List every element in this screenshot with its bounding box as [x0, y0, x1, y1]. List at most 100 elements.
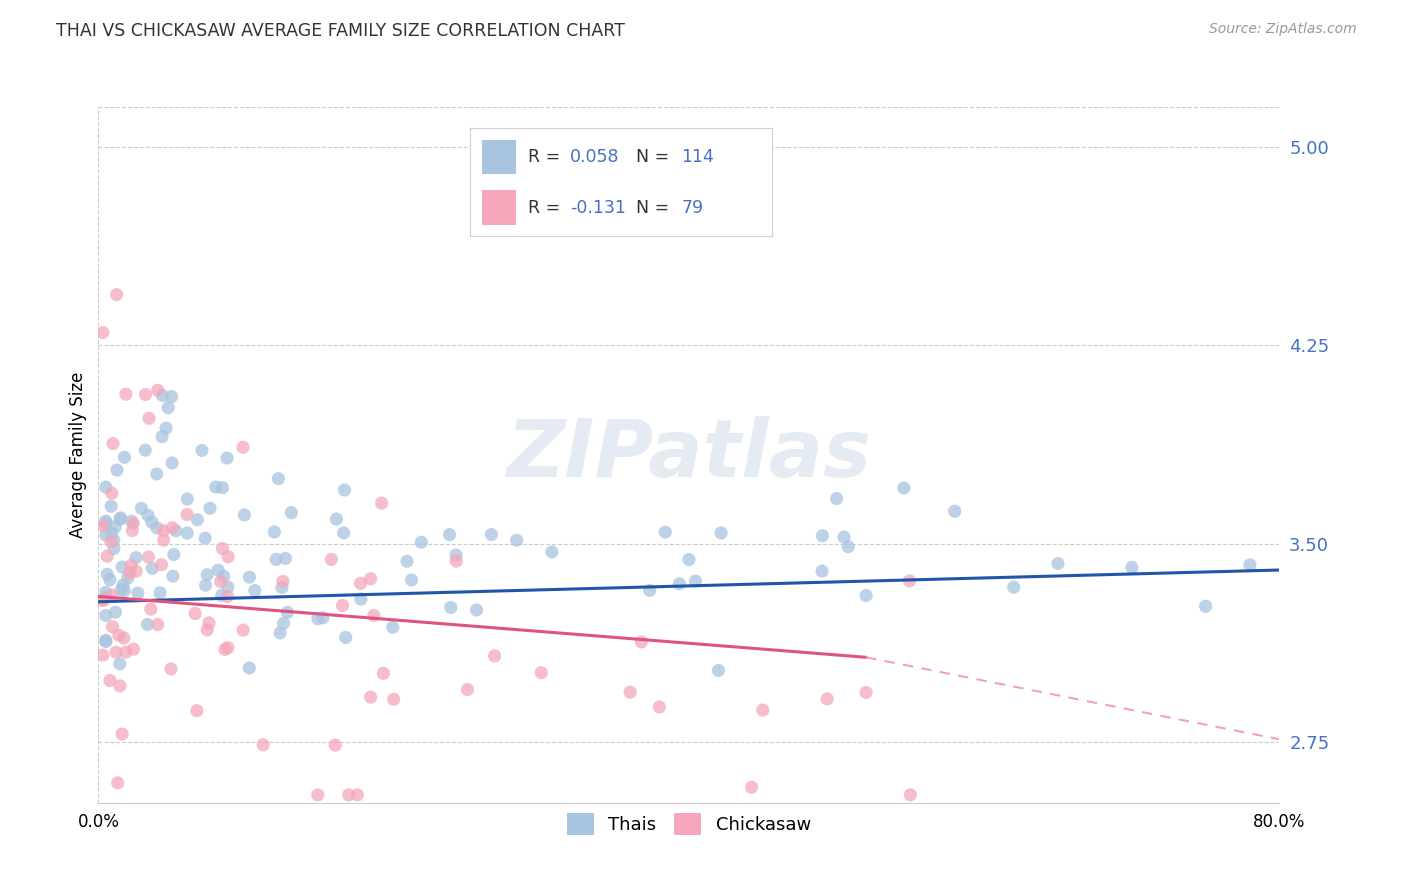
Point — [484, 648, 506, 663]
Point — [217, 580, 239, 594]
Point — [122, 642, 145, 657]
Point — [211, 541, 233, 556]
Point — [150, 558, 173, 572]
Point — [94, 634, 117, 648]
Point — [263, 524, 285, 539]
Point — [638, 583, 661, 598]
Point — [217, 549, 239, 564]
Point — [141, 515, 163, 529]
Y-axis label: Average Family Size: Average Family Size — [69, 372, 87, 538]
Point — [832, 530, 855, 544]
Point — [195, 623, 218, 637]
Point — [186, 704, 208, 718]
Point — [103, 533, 125, 548]
Point — [943, 504, 966, 518]
Point — [100, 534, 122, 549]
Point — [1195, 599, 1218, 614]
Point — [94, 608, 117, 623]
Point — [101, 620, 124, 634]
Point — [101, 588, 124, 602]
Point — [232, 440, 254, 454]
Point — [337, 788, 360, 802]
Point — [105, 463, 128, 477]
Point — [1046, 557, 1070, 571]
Point — [307, 788, 329, 802]
Point — [94, 514, 117, 528]
Point — [811, 564, 834, 578]
Point — [274, 551, 297, 566]
Point — [115, 387, 138, 401]
Point — [91, 648, 114, 662]
Point — [815, 692, 838, 706]
Point — [444, 548, 467, 562]
Point — [118, 566, 141, 580]
Point — [349, 576, 371, 591]
Point — [160, 390, 183, 404]
Point — [710, 526, 733, 541]
Point — [160, 456, 183, 470]
Point — [678, 552, 700, 566]
Point — [146, 383, 169, 397]
Point — [307, 612, 329, 626]
Point — [150, 430, 173, 444]
Point — [139, 602, 162, 616]
Point — [101, 526, 124, 541]
Point — [149, 585, 172, 599]
Point — [134, 387, 156, 401]
Point — [184, 607, 207, 621]
Point — [94, 516, 117, 530]
Point — [176, 491, 198, 506]
Point — [707, 664, 730, 678]
Point — [395, 554, 418, 568]
Point — [152, 388, 174, 402]
Point — [141, 561, 163, 575]
Point — [160, 662, 183, 676]
Point — [103, 541, 125, 556]
Point — [267, 472, 290, 486]
Point — [280, 506, 302, 520]
Point — [346, 788, 368, 802]
Point — [411, 535, 433, 549]
Point — [152, 533, 174, 547]
Point — [271, 574, 294, 589]
Point — [1121, 560, 1143, 574]
Point — [121, 524, 143, 538]
Point — [204, 480, 226, 494]
Point — [648, 700, 671, 714]
Point — [276, 605, 298, 619]
Point — [401, 573, 423, 587]
Point — [211, 589, 233, 603]
Point — [176, 526, 198, 541]
Point — [112, 578, 135, 592]
Point — [269, 626, 291, 640]
Point — [111, 560, 134, 574]
Point — [112, 631, 135, 645]
Point — [112, 583, 135, 598]
Point — [176, 508, 198, 522]
Point — [505, 533, 527, 548]
Point — [312, 610, 335, 624]
Point — [215, 450, 238, 465]
Point — [217, 640, 239, 655]
Point — [209, 574, 232, 589]
Point — [350, 592, 373, 607]
Point — [96, 549, 118, 564]
Point — [98, 573, 121, 587]
Point — [104, 520, 127, 534]
Point — [195, 567, 218, 582]
Point — [825, 491, 848, 506]
Point — [111, 727, 134, 741]
Point — [94, 480, 117, 494]
Point — [120, 558, 142, 573]
Point — [321, 552, 343, 566]
Point — [162, 521, 184, 535]
Point — [685, 574, 707, 588]
Point — [91, 593, 114, 607]
Point — [198, 615, 221, 630]
Point — [211, 481, 233, 495]
Point — [96, 567, 118, 582]
Point — [381, 620, 404, 634]
Point — [155, 421, 177, 435]
Point — [194, 578, 217, 592]
Point — [101, 486, 124, 500]
